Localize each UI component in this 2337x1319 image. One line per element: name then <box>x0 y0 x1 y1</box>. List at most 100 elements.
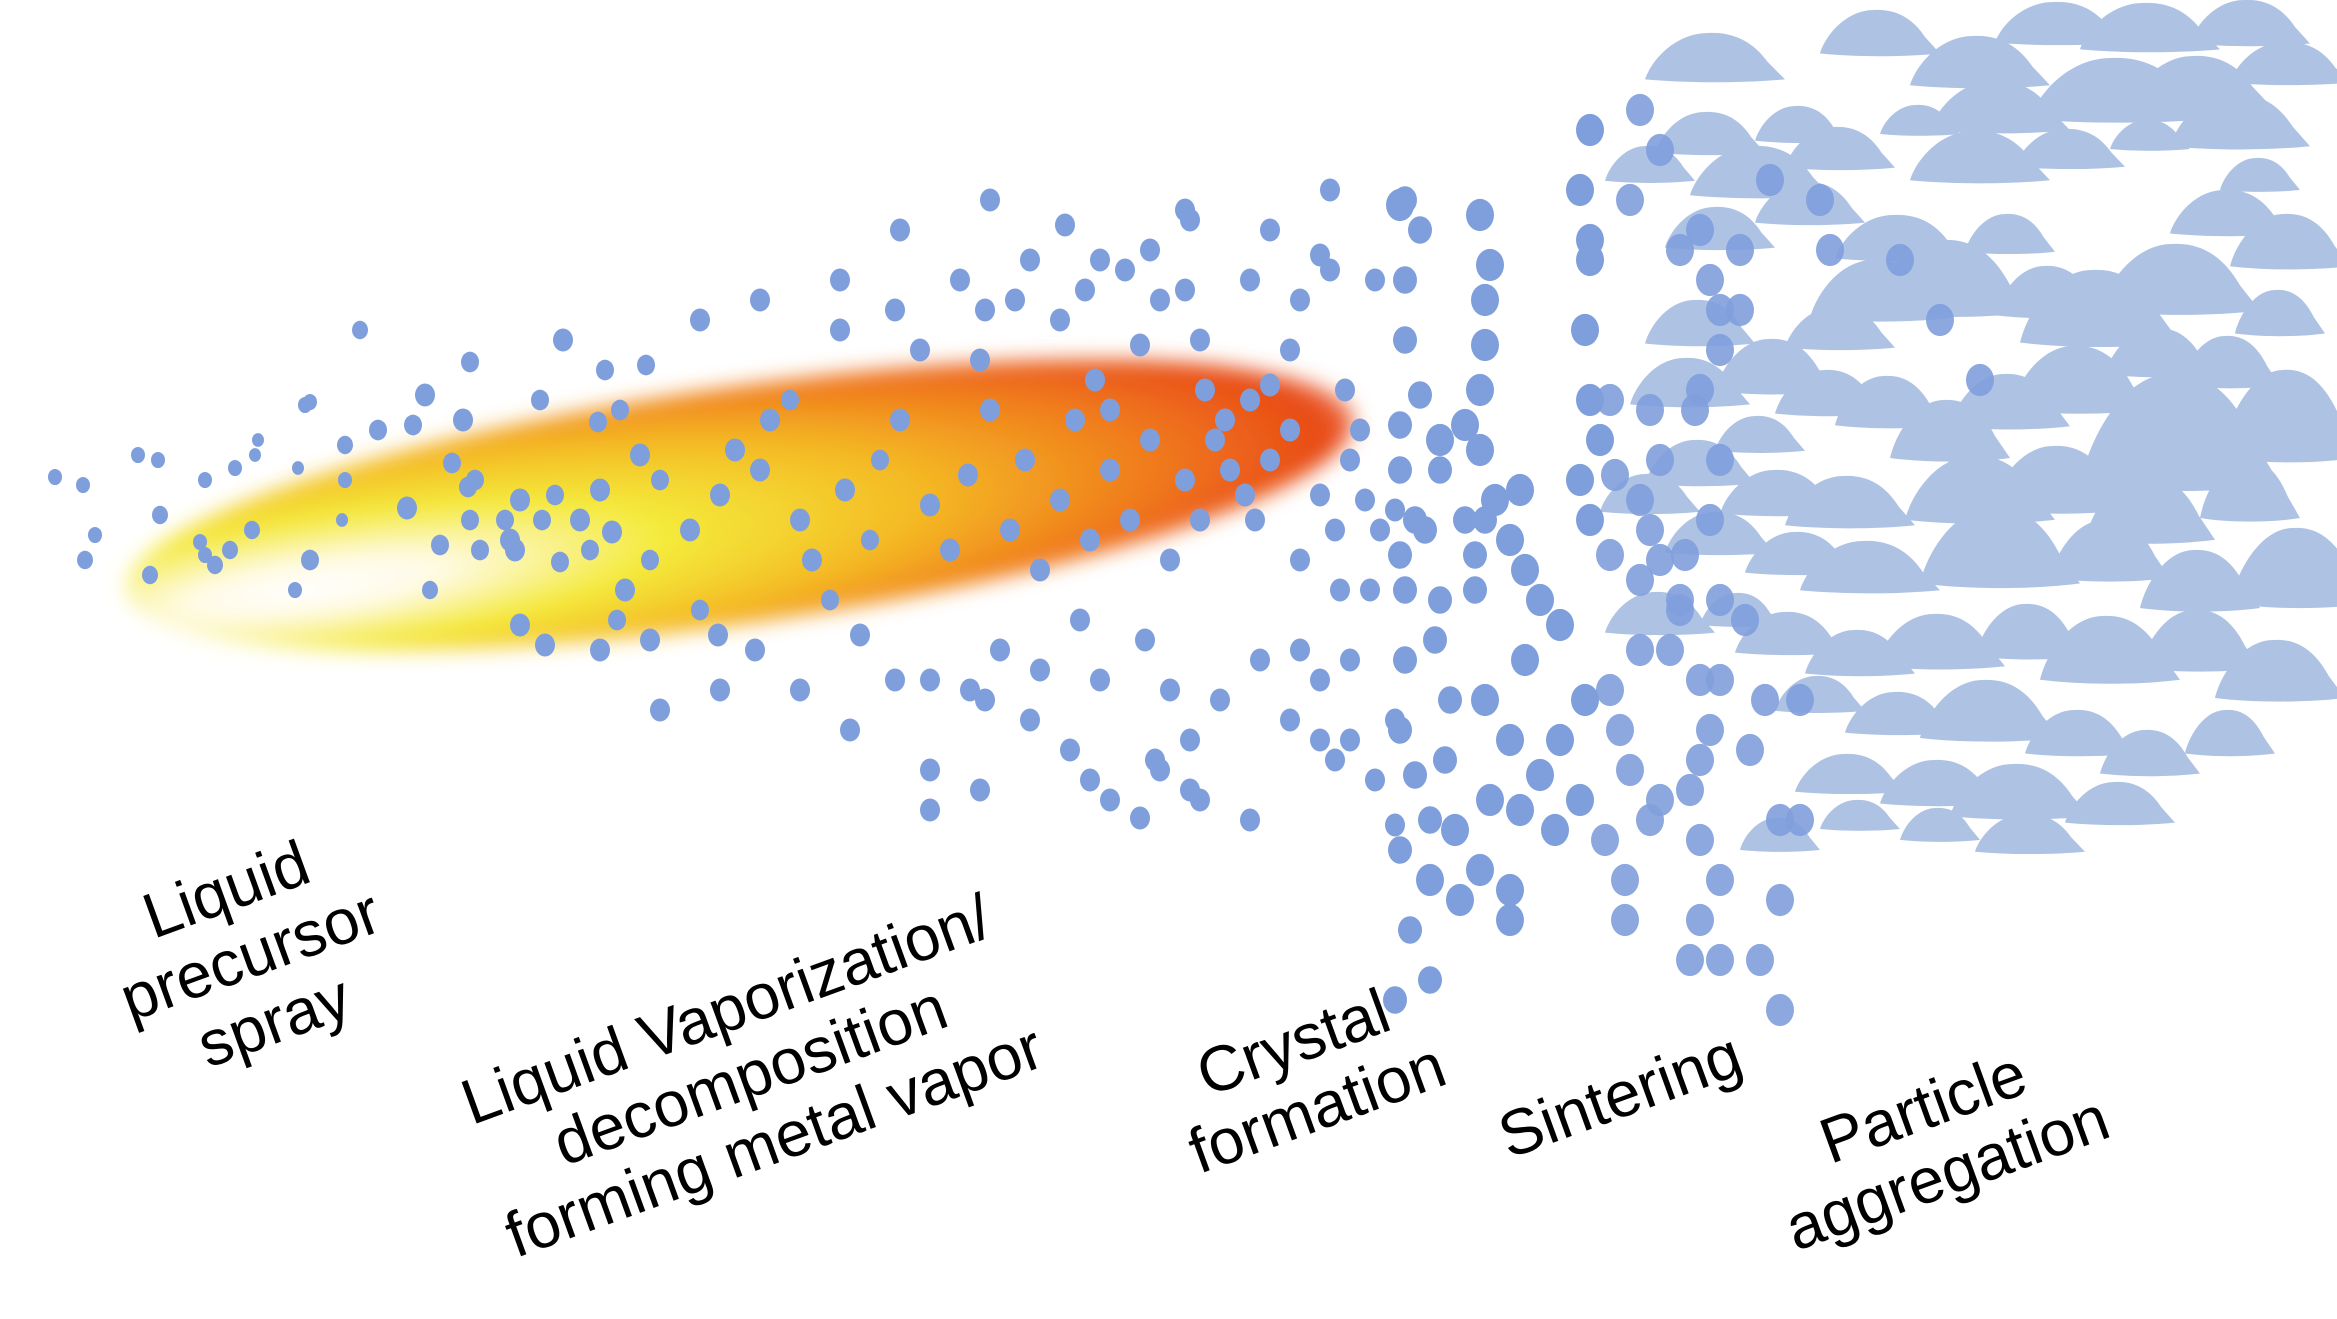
particle-dot <box>1526 758 1554 792</box>
aggregate-particle <box>1875 613 2005 670</box>
particle-dot <box>1320 178 1340 202</box>
particle-dot <box>1240 808 1260 832</box>
particle-dot <box>1310 728 1330 752</box>
particles-droplets <box>48 93 1994 1027</box>
particle-dot <box>1466 373 1494 407</box>
particle-dot <box>651 469 669 491</box>
aggregate-particle <box>2190 0 2310 47</box>
particle-dot <box>301 549 319 571</box>
particle-dot <box>352 320 368 340</box>
aggregate-particle <box>2170 93 2310 150</box>
particle-dot <box>1175 278 1195 302</box>
particle-dot <box>1360 578 1380 602</box>
particle-dot <box>1466 198 1494 232</box>
particle-dot <box>1746 943 1774 977</box>
particle-dot <box>950 268 970 292</box>
particle-dot <box>553 328 573 352</box>
particle-dot <box>288 581 302 599</box>
particle-dot <box>958 463 978 487</box>
particle-dot <box>641 549 659 571</box>
particle-dot <box>1471 328 1499 362</box>
aggregate-particle <box>2230 213 2337 270</box>
particle-dot <box>1686 903 1714 937</box>
particle-dot <box>608 609 626 631</box>
particle-dot <box>1090 668 1110 692</box>
aggregate-particle <box>2050 519 2170 582</box>
particle-dot <box>1816 233 1844 267</box>
particle-dot <box>871 449 889 471</box>
flame-plume <box>125 359 1355 651</box>
particle-dot <box>1393 326 1417 354</box>
particle-dot <box>48 468 62 486</box>
particle-dot <box>1526 583 1554 617</box>
particle-dot <box>1130 333 1150 357</box>
particle-dot <box>252 433 264 447</box>
particle-dot <box>835 478 855 502</box>
aggregate-particle <box>2110 119 2190 151</box>
particle-dot <box>453 408 473 432</box>
particle-dot <box>1320 258 1340 282</box>
particle-dot <box>830 318 850 342</box>
aggregate-particle <box>2080 373 2280 492</box>
particle-dot <box>207 555 223 575</box>
particle-dot <box>1175 198 1195 222</box>
particle-dot <box>1596 383 1624 417</box>
particle-dot <box>1020 708 1040 732</box>
particle-dot <box>1140 428 1160 452</box>
particle-dot <box>1150 758 1170 782</box>
particle-dot <box>640 628 660 652</box>
particle-dot <box>1085 368 1105 392</box>
particle-dot <box>1388 836 1412 864</box>
particle-dot <box>1160 548 1180 572</box>
particle-dot <box>1706 443 1734 477</box>
particle-dot <box>1220 458 1240 482</box>
particle-dot <box>1005 288 1025 312</box>
particle-dot <box>615 578 635 602</box>
particle-dot <box>1050 308 1070 332</box>
particle-dot <box>510 488 530 512</box>
particle-dot <box>1646 443 1674 477</box>
particle-dot <box>443 452 461 474</box>
particle-dot <box>1413 516 1437 544</box>
particle-dot <box>1020 248 1040 272</box>
particle-dot <box>496 509 514 531</box>
particle-dot <box>404 414 422 436</box>
aggregate-particle <box>1785 475 1915 529</box>
particle-dot <box>1250 648 1270 672</box>
particle-dot <box>1636 393 1664 427</box>
particle-dot <box>1190 788 1210 812</box>
particle-dot <box>1676 773 1704 807</box>
aggregate-particle <box>1990 445 2130 514</box>
particle-dot <box>830 268 850 292</box>
particle-dot <box>1541 813 1569 847</box>
particle-dot <box>920 668 940 692</box>
aggregate-particle <box>2140 549 2260 612</box>
particle-dot <box>590 638 610 662</box>
particle-dot <box>975 298 995 322</box>
particle-dot <box>1646 543 1674 577</box>
particle-dot <box>680 518 700 542</box>
particle-dot <box>1070 608 1090 632</box>
particle-dot <box>244 520 260 540</box>
aggregate-particle <box>2220 369 2337 463</box>
particle-dot <box>581 539 599 561</box>
particle-dot <box>459 476 477 498</box>
particle-dot <box>1576 503 1604 537</box>
particle-dot <box>960 678 980 702</box>
particle-dot <box>1080 528 1100 552</box>
aggregate-particle <box>2100 729 2200 777</box>
particle-dot <box>1418 806 1442 834</box>
aggregate-particle <box>2100 243 2260 315</box>
particle-dot <box>1408 381 1432 409</box>
particle-dot <box>1706 943 1734 977</box>
particle-dot <box>1496 523 1524 557</box>
aggregate-particle <box>1715 415 1805 453</box>
particle-dot <box>1476 248 1504 282</box>
particle-dot <box>1428 456 1452 484</box>
particle-dot <box>1616 753 1644 787</box>
particle-dot <box>1596 538 1624 572</box>
particle-dot <box>1385 498 1405 522</box>
particle-dot <box>1476 783 1504 817</box>
